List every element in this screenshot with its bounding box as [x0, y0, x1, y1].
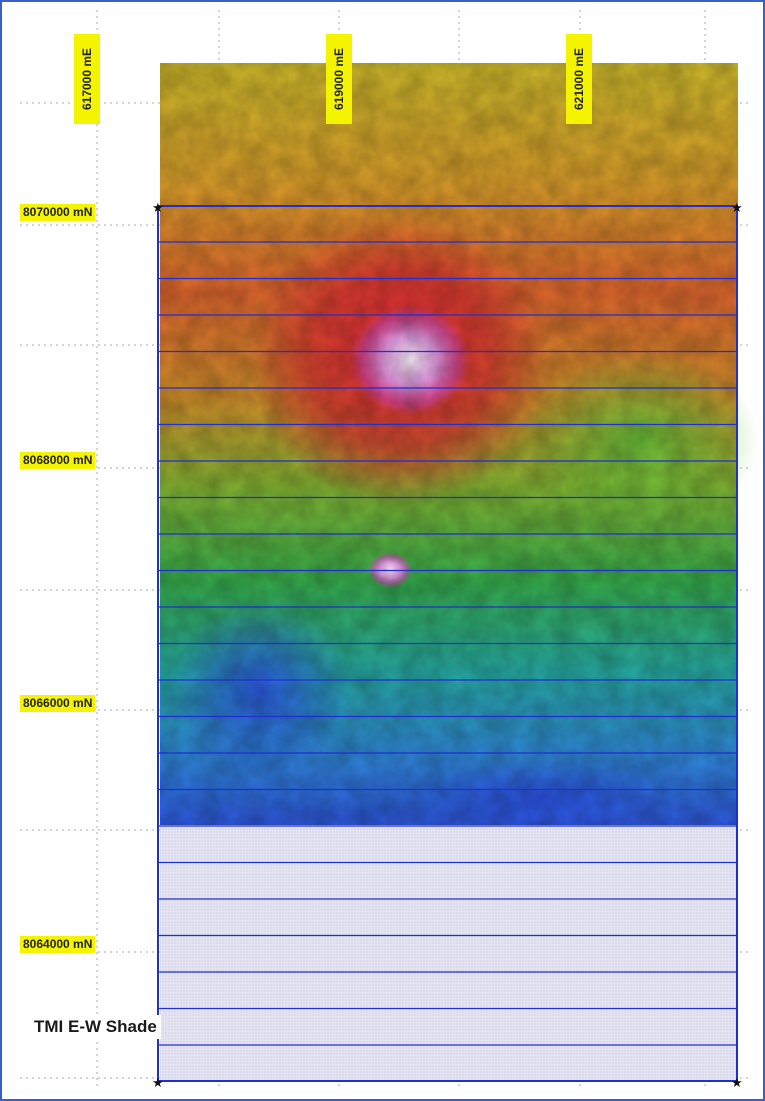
northing-label-8066000: 8066000 mN: [20, 695, 96, 712]
svg-text:★: ★: [152, 1076, 164, 1091]
svg-text:★: ★: [731, 201, 743, 216]
unsurveyed-area: [160, 825, 738, 1081]
svg-text:★: ★: [152, 201, 164, 216]
northing-label-8064000: 8064000 mN: [20, 936, 96, 953]
easting-label-621000: 621000 mE: [566, 34, 592, 124]
corner-markers: ★ ★ ★ ★: [152, 201, 743, 1091]
northing-label-8068000: 8068000 mN: [20, 452, 96, 469]
ew-flight-lines: [158, 241, 737, 1046]
northing-label-8070000: 8070000 mN: [20, 204, 96, 221]
easting-label-619000: 619000 mE: [326, 34, 352, 124]
svg-text:★: ★: [731, 1076, 743, 1091]
map-title: TMI E-W Shade: [30, 1015, 161, 1039]
survey-boundary: [157, 205, 738, 1082]
easting-label-617000: 617000 mE: [74, 34, 100, 124]
tmi-shaded-grid: [160, 63, 760, 840]
